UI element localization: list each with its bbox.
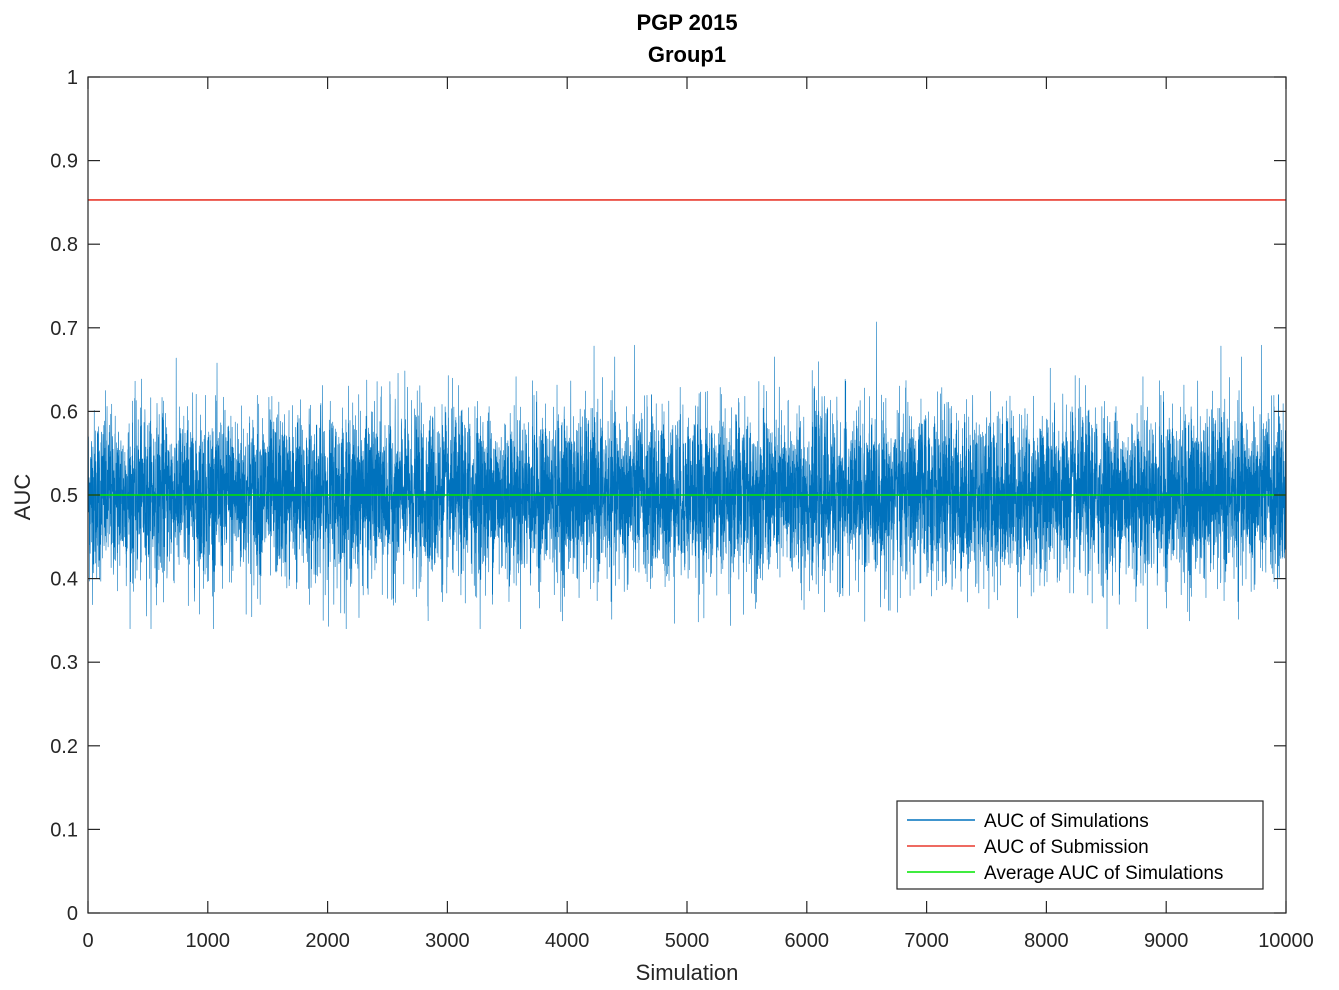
legend-entry-label: AUC of Simulations xyxy=(984,811,1149,832)
y-tick-label: 0.5 xyxy=(50,485,78,507)
x-tick-label: 2000 xyxy=(305,930,350,952)
chart-title: PGP 2015 xyxy=(636,10,737,35)
series-layer xyxy=(87,199,1287,630)
x-tick-label: 5000 xyxy=(665,930,710,952)
y-tick-label: 0.4 xyxy=(50,569,78,591)
y-tick-label: 0.1 xyxy=(50,819,78,841)
legend-entry-label: AUC of Submission xyxy=(984,837,1149,858)
x-tick-label: 0 xyxy=(82,930,93,952)
x-tick-label: 9000 xyxy=(1144,930,1189,952)
x-axis-label: Simulation xyxy=(636,960,739,985)
y-axis-label: AUC xyxy=(10,474,35,521)
legend-box xyxy=(896,800,1264,890)
y-tick-label: 0.7 xyxy=(50,318,78,340)
y-tick-label: 0 xyxy=(67,903,78,925)
x-tick-label: 8000 xyxy=(1024,930,1069,952)
x-tick-label: 10000 xyxy=(1258,930,1314,952)
x-tick-label: 4000 xyxy=(545,930,590,952)
series-auc-of-simulations xyxy=(87,321,1287,630)
y-tick-label: 0.9 xyxy=(50,151,78,173)
x-tick-label: 1000 xyxy=(186,930,231,952)
x-tick-label: 6000 xyxy=(785,930,830,952)
axes-layer: 0 1000 2000 3000 4000 5000 6000 7000 8000 9000 100… xyxy=(50,67,1314,952)
chart-subtitle: Group1 xyxy=(648,42,726,67)
y-tick-label: 0.3 xyxy=(50,652,78,674)
x-tick-label: 7000 xyxy=(904,930,949,952)
y-tick-label: 0.6 xyxy=(50,401,78,423)
legend-entry-label: Average AUC of Simulations xyxy=(984,863,1223,884)
x-tick-label: 3000 xyxy=(425,930,470,952)
y-tick-label: 1 xyxy=(67,67,78,89)
legend: AUC of Simulations AUC of Submission Avera… xyxy=(896,800,1264,890)
y-tick-label: 0.8 xyxy=(50,234,78,256)
y-tick-label: 0.2 xyxy=(50,736,78,758)
